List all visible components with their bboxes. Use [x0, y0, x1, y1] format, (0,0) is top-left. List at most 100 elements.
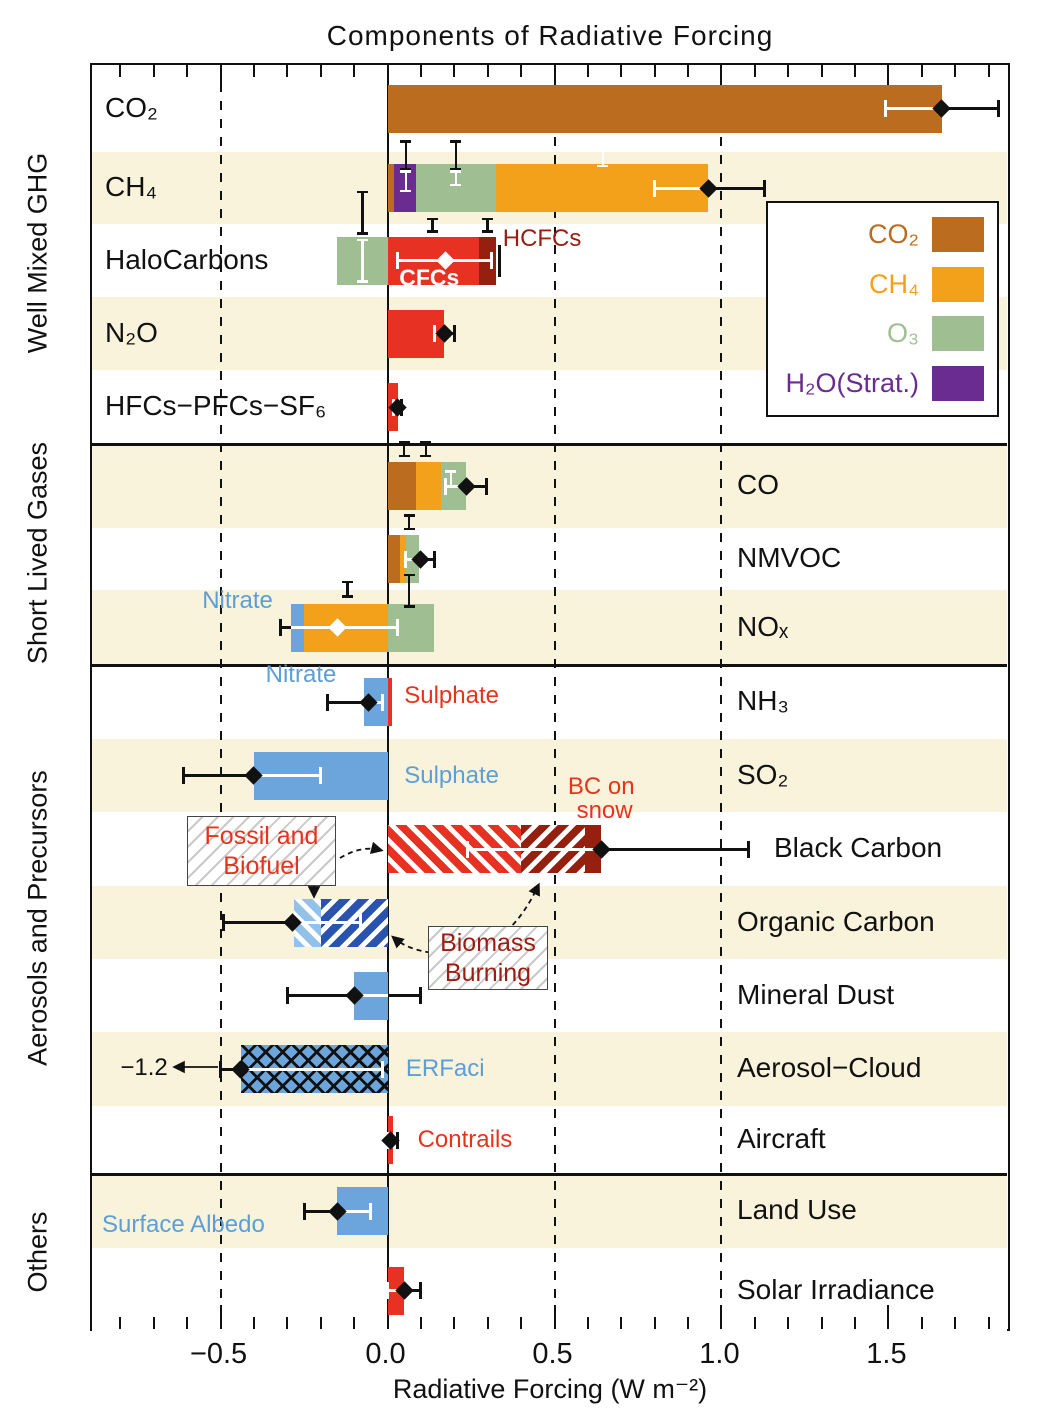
- component-tick-cap-halocarbons-0: [356, 232, 368, 235]
- chart-title: Components of Radiative Forcing: [326, 20, 774, 51]
- axis-tick-top: [987, 65, 990, 77]
- axis-tick-bottom: [854, 1317, 857, 1329]
- axis-tick-bottom: [586, 1317, 589, 1329]
- whisker-cap-lo-so2: [182, 767, 186, 784]
- axis-tick-top: [820, 65, 823, 77]
- annotation-land-use-0: Surface Albedo: [102, 1211, 265, 1238]
- component-tick-cap-halocarbons-1: [356, 238, 368, 241]
- annotation-aerosol-cloud-0: ERFaci: [405, 1055, 485, 1082]
- component-tick-cap-nox-1: [341, 595, 353, 598]
- axis-tick-bottom: [186, 1317, 189, 1329]
- fossil-and-biofuel-box-line: Fossil and: [204, 822, 319, 850]
- row-label-aircraft: Aircraft: [737, 1123, 826, 1154]
- legend-entry-ch4: CH₄: [768, 266, 997, 302]
- whisker-cap-hi-black-carbon: [746, 840, 750, 858]
- bar-segment-ch4-0: [387, 164, 394, 212]
- legend-swatch-o3: [932, 316, 984, 352]
- row-label-nmvoc: NMVOC: [737, 542, 842, 573]
- axis-tick-top: [854, 65, 857, 77]
- component-tick-cap-ch4-3: [450, 183, 462, 186]
- section-label-others: Others: [22, 1210, 53, 1293]
- component-tick-cap-ch4-4: [597, 149, 609, 152]
- bar-segment-co-0: [387, 462, 416, 510]
- axis-tick-bottom: [119, 1317, 122, 1329]
- component-tick-halocarbons-0: [361, 190, 364, 235]
- legend-entry-o3: O₃: [768, 316, 997, 352]
- axis-tick-bottom: [753, 1317, 756, 1329]
- annotation-aircraft-0: Contrails: [417, 1126, 513, 1153]
- axis-tick-top: [419, 65, 422, 77]
- row-label-co: CO: [737, 469, 779, 500]
- axis-tick-bottom: [954, 1317, 957, 1329]
- annotation-halocarbons-1: HCFCs: [502, 224, 582, 252]
- row-label-aerosol-cloud: Aerosol−Cloud: [737, 1052, 922, 1083]
- axis-tick-top: [119, 65, 122, 77]
- component-tick-cap-co-0: [398, 454, 410, 457]
- bar-segment-nmvoc-1: [400, 535, 406, 583]
- axis-tick-bottom: [453, 1317, 456, 1329]
- component-tick-co-0: [402, 441, 406, 457]
- axis-tick-top: [653, 65, 656, 77]
- row-label-black-carbon: Black Carbon: [774, 832, 943, 863]
- axis-tick-top: [787, 65, 790, 77]
- whisker-cap-lo-nmvoc: [404, 550, 408, 568]
- component-tick-halocarbons-3: [486, 217, 489, 233]
- axis-tick-bottom: [553, 1305, 556, 1329]
- row-band-nox: [92, 590, 1007, 665]
- axis-tick-bottom: [353, 1317, 356, 1329]
- row-label-solar-irradiance: Solar Irradiance: [737, 1273, 935, 1305]
- fossil-and-biofuel-box: Fossil and Biofuel: [187, 816, 336, 886]
- row-band-co: [92, 444, 1007, 528]
- row-label-mineral-dust: Mineral Dust: [737, 978, 895, 1010]
- section-divider: [92, 443, 1007, 446]
- component-tick-cap-nox-0: [403, 573, 415, 576]
- row-label-nh3: NH₃: [737, 685, 789, 716]
- component-tick-cap-halocarbons-1: [356, 280, 368, 283]
- axis-tick-top: [286, 65, 289, 77]
- component-tick-co-2: [449, 470, 453, 488]
- annotation-aerosol-cloud-1: −1.2: [120, 1054, 168, 1081]
- component-tick-cap-ch4-2: [450, 167, 462, 170]
- row-label-land-use: Land Use: [737, 1194, 857, 1225]
- axis-tick-top: [386, 65, 389, 89]
- component-tick-ch4-2: [454, 140, 458, 170]
- component-tick-cap-ch4-3: [450, 170, 462, 173]
- whisker-cap-hi-land-use: [369, 1202, 373, 1220]
- bar-segment-nh3-1: [387, 678, 392, 726]
- axis-tick-top: [252, 65, 255, 77]
- legend-entry-co2: CO₂: [768, 217, 997, 253]
- axis-tick-bottom: [219, 1305, 222, 1329]
- whisker-cap-hi-ch4: [763, 179, 767, 197]
- section-divider: [92, 664, 1007, 667]
- component-tick-co-1: [424, 441, 428, 457]
- whisker-cap-hi-organic-carbon: [359, 914, 363, 931]
- axis-tick-top: [353, 65, 356, 77]
- annotation-black-carbon-1: snow: [576, 797, 633, 824]
- whisker-cap-lo-ch4: [653, 179, 657, 197]
- axis-tick-bottom: [152, 1317, 155, 1329]
- whisker-inner-land-use: [337, 1209, 371, 1213]
- whisker-inner-co2: [885, 107, 942, 110]
- row-label-n2o: N₂O: [105, 316, 158, 348]
- axis-tick-top: [152, 65, 155, 77]
- section-label-short-lived-gases: Short Lived Gases: [22, 441, 53, 664]
- whisker-cap-hi-nh3: [381, 693, 385, 711]
- axis-tick-top: [453, 65, 456, 77]
- component-tick-cap-ch4-4: [597, 164, 609, 167]
- whisker-cap-hi-n2o: [452, 325, 456, 342]
- component-tick-nox-0: [407, 573, 411, 608]
- x-tick-label-0.5: 0.5: [532, 1338, 573, 1370]
- axis-tick-top: [753, 65, 756, 77]
- component-tick-cap-ch4-0: [400, 140, 412, 143]
- legend: CO₂ CH₄ O₃ H₂O(Strat.): [766, 201, 999, 417]
- whisker-inner-organic-carbon: [294, 921, 361, 924]
- x-tick-label-1.5: 1.5: [866, 1338, 907, 1370]
- component-tick-cap-co-2: [445, 485, 457, 488]
- whisker-cap-lo-land-use: [302, 1202, 306, 1220]
- whisker-cap-hi-halocarbons: [489, 252, 493, 269]
- row-label-so2: SO₂: [737, 758, 789, 790]
- component-tick-cap-ch4-1: [400, 170, 412, 173]
- component-tick-cap-ch4-2: [450, 140, 462, 143]
- component-tick-halocarbons-1: [361, 238, 364, 283]
- legend-swatch-h2o: [932, 365, 984, 401]
